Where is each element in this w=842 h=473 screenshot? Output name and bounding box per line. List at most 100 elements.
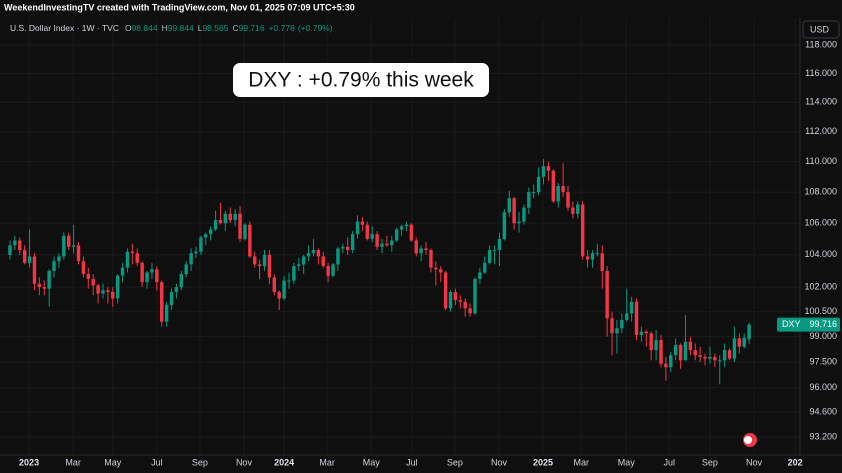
candle-body [468,308,472,314]
candle-body [164,305,169,322]
candle-body [140,262,144,283]
candle-body [253,256,257,265]
candle-body [350,234,355,251]
candle-body [130,251,135,254]
candle-body [238,213,242,239]
candle-body [698,355,702,357]
candle-body [52,261,56,271]
candle-body [37,283,42,288]
candle-body [644,331,649,334]
candle-body [439,269,443,273]
candle-body [111,291,115,299]
y-tick-label: 99.000 [809,331,837,341]
candle-body [213,220,218,230]
candle-body [512,198,516,224]
o-label: O [125,23,132,33]
candle-body [106,290,110,292]
candle-body [600,253,604,271]
candle-body [375,234,379,247]
candle-body [424,248,428,251]
candle-body [546,166,551,171]
chart-header: U.S. Dollar Index · 1W · TVC O98.844 H99.8… [10,23,333,33]
candle-body [297,264,301,267]
candle-body [429,250,433,268]
x-tick-label: Mar [65,457,81,467]
c-label: C [232,23,238,33]
candle-body [76,245,81,262]
candle-body [551,170,556,202]
candle-body [199,237,203,252]
candle-body [390,240,394,246]
candle-body [649,333,653,351]
x-tick-label: Nov [491,457,508,467]
candle-body [115,275,120,299]
candle-body [566,192,570,208]
grid [0,18,800,455]
candle-body [257,264,262,267]
y-tick-label: 114.000 [805,97,837,107]
candle-body [629,301,634,314]
candle-body [732,338,737,359]
y-tick-label: 106.000 [804,218,837,228]
l-label: L [198,23,203,33]
candle-body [585,256,590,260]
candle-body [473,278,477,314]
candle-body [282,280,286,299]
candle-body [664,363,668,368]
candle-body [673,345,678,356]
candle-body [605,270,609,319]
candle-body [204,234,208,238]
candle-body [487,250,492,263]
candle-body [561,185,565,193]
candle-body [610,318,614,334]
candle-body [399,226,404,230]
y-tick-label: 96.000 [809,382,837,392]
y-tick-label: 112.000 [805,126,837,136]
candle-body [615,328,619,334]
candle-body [47,270,51,289]
x-tick-label: 202 [788,457,803,467]
candle-body [91,278,95,286]
candle-body [135,253,139,263]
candle-body [346,246,350,251]
candle-body [316,250,321,257]
candle-body [326,266,330,276]
currency-box[interactable] [802,20,840,39]
x-tick-label: Mar [573,457,589,467]
candle-body [341,246,345,249]
x-tick-label: Sep [192,457,208,467]
currency[interactable]: USD [810,24,830,34]
y-tick-label: 94.600 [809,407,837,417]
candle-body [218,220,223,224]
candle-body [272,277,277,292]
candle-body [228,213,232,221]
candle-body [57,256,61,262]
l-value: 98.565 [202,23,228,33]
candle-body [360,221,365,225]
price-badge-symbol: DXY [782,319,801,329]
candle-body [669,355,673,368]
event-icon-flag[interactable] [744,436,752,444]
candle-body [292,266,296,281]
axes: 118.000 116.000 114.000 112.000 110.000 108.0… [19,39,840,467]
candle-body [27,256,32,263]
candles [8,159,751,385]
candle-body [311,250,316,254]
x-tick-label: Sep [702,457,718,467]
candle-body [434,267,438,270]
y-tick-label: 97.500 [809,356,837,366]
candle-body [639,331,644,335]
candle-body [306,253,311,257]
candle-body [394,229,399,241]
candle-body [365,224,370,239]
candle-body [248,224,252,257]
y-tick-label: 116.000 [805,68,837,78]
x-tick-label: 2024 [274,457,294,467]
candle-body [727,350,732,359]
c-value: 99.716 [239,23,265,33]
candle-body [659,340,663,364]
candle-body [478,272,482,279]
candle-body [86,274,91,279]
annotation: DXY : +0.79% this week [248,69,474,92]
candle-body [67,235,71,247]
